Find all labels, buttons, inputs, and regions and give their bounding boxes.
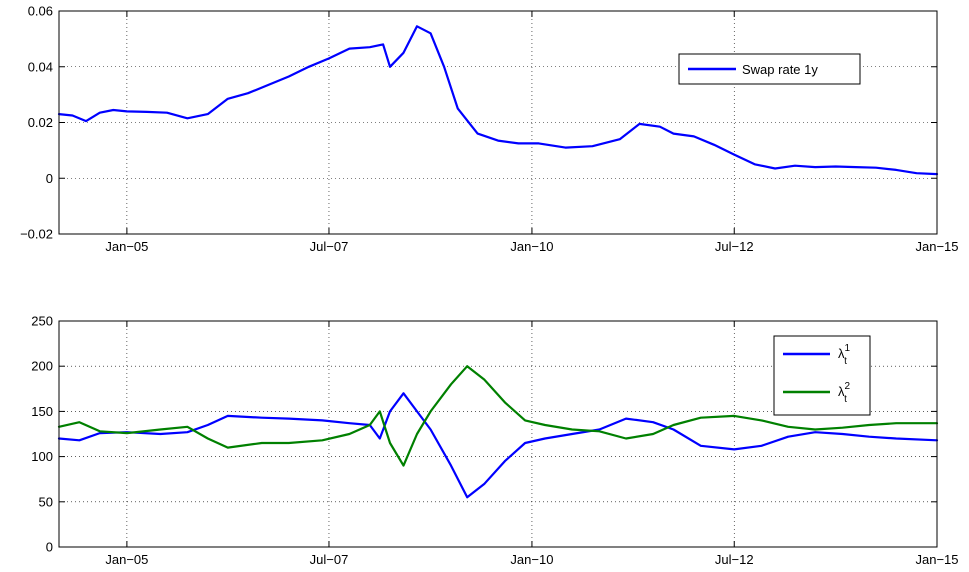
series-line-swap-rate-1y [57,25,939,176]
tick-marks [59,10,938,235]
legend-box [773,335,871,416]
legend-label-lambda-2: λ2 t [838,381,851,405]
series-line-lambda-1 [57,392,939,499]
y-tick-label: −0.02 [20,227,53,242]
x-tick-label: Jul−07 [310,239,349,254]
lambda-chart: 0 50 100 150 200 250 Jan−05 Jul−07 Jan−10 Jul−12… [31,314,958,568]
legend-lambda-1-symbol: λ [838,346,845,361]
series-lines [57,25,939,176]
legend: Swap rate 1y [678,53,861,85]
y-tick-label: 100 [31,449,53,464]
y-tick-label: 250 [31,314,53,329]
y-tick-label: 0.02 [28,115,53,130]
y-tick-label: 150 [31,404,53,419]
x-tick-label: Jan−10 [510,552,553,567]
x-tick-label: Jan−15 [915,239,958,254]
legend: λ1 t λ2 t [773,335,871,416]
x-tick-label: Jul−07 [310,552,349,567]
legend-lambda-2-subscript: t [844,394,847,405]
x-tick-labels: Jan−05 Jul−07 Jan−10 Jul−12 Jan−15 [105,552,958,567]
y-tick-labels: −0.02 0 0.02 0.04 0.06 [20,4,53,242]
legend-lambda-2-superscript: 2 [845,381,851,392]
legend-lambda-1-subscript: t [844,356,847,367]
y-tick-label: 0 [46,540,53,555]
x-tick-label: Jan−15 [915,552,958,567]
y-tick-label: 0.06 [28,4,53,19]
plot-frame [58,320,938,548]
y-tick-label: 50 [39,494,53,509]
x-tick-label: Jul−12 [715,552,754,567]
series-line-lambda-2 [57,365,939,467]
x-tick-label: Jan−05 [105,239,148,254]
series-lines [57,365,939,499]
y-tick-label: 0 [46,171,53,186]
x-tick-label: Jan−10 [510,239,553,254]
legend-label-lambda-1: λ1 t [838,343,851,367]
legend-lambda-2-symbol: λ [838,384,845,399]
legend-label-swap-rate: Swap rate 1y [742,62,818,77]
x-tick-label: Jan−05 [105,552,148,567]
swap-rate-chart: −0.02 0 0.02 0.04 0.06 Jan−05 Jul−07 Jan−10 Jul… [20,4,958,255]
x-tick-label: Jul−12 [715,239,754,254]
tick-marks [59,320,938,548]
x-tick-labels: Jan−05 Jul−07 Jan−10 Jul−12 Jan−15 [105,239,958,254]
legend-lambda-1-superscript: 1 [845,343,851,354]
y-tick-labels: 0 50 100 150 200 250 [31,314,53,555]
y-tick-label: 200 [31,359,53,374]
plot-area-background [59,11,937,234]
y-tick-label: 0.04 [28,59,53,74]
